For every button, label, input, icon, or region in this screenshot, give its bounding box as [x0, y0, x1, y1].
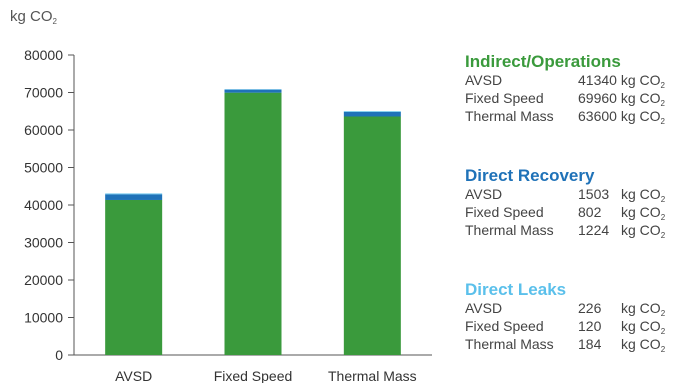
bar-segment: [105, 199, 163, 355]
y-tick-label: 20000: [24, 272, 63, 288]
bar-segment: [224, 92, 282, 356]
bar-segment: [105, 193, 163, 195]
y-tick-label: 0: [55, 347, 63, 363]
y-tick-label: 30000: [24, 235, 63, 251]
x-tick-label: Fixed Speed: [214, 368, 293, 383]
legend-group-direct-recovery: Direct Recovery AVSD 1503 kg CO2 Fixed Spe…: [465, 166, 666, 240]
y-tick-label: 80000: [24, 47, 63, 63]
legend-row: AVSD 41340 kg CO2: [465, 72, 665, 90]
legend-row: Fixed Speed 802 kg CO2: [465, 204, 666, 222]
y-tick-label: 50000: [24, 160, 63, 176]
legend-group-direct-leaks: Direct Leaks AVSD 226 kg CO2 Fixed Speed 12…: [465, 280, 666, 354]
bar-segment: [343, 111, 401, 117]
bar-segment: [343, 116, 401, 355]
bar-segment: [343, 111, 401, 112]
legend-row: Thermal Mass 63600 kg CO2: [465, 108, 665, 126]
legend-row: Fixed Speed 69960 kg CO2: [465, 90, 665, 108]
legend-row: Thermal Mass 1224 kg CO2: [465, 222, 666, 240]
bar-segment: [105, 194, 163, 200]
legend-title: Direct Leaks: [465, 280, 567, 299]
y-tick-label: 40000: [24, 197, 63, 213]
stacked-bar-chart: 0 10000 20000 30000 40000 50000 60000 70000 8000…: [24, 47, 432, 383]
legend-row: AVSD 1503 kg CO2: [465, 186, 666, 204]
legend-title: Direct Recovery: [465, 166, 595, 185]
y-tick-label: 10000: [24, 310, 63, 326]
x-tick-label: Thermal Mass: [328, 368, 417, 383]
x-tick-label: AVSD: [115, 368, 152, 383]
legend-title: Indirect/Operations: [465, 52, 621, 71]
y-axis-unit-label: kg CO2: [10, 8, 57, 26]
y-tick-label: 60000: [24, 122, 63, 138]
y-tick-label: 70000: [24, 85, 63, 101]
legend-row: AVSD 226 kg CO2: [465, 300, 666, 318]
legend-row: Thermal Mass 184 kg CO2: [465, 336, 666, 354]
legend-row: Fixed Speed 120 kg CO2: [465, 318, 666, 336]
legend-group-indirect-operations: Indirect/Operations AVSD 41340 kg CO2 Fix…: [465, 52, 665, 126]
bar-segment: [224, 89, 282, 93]
